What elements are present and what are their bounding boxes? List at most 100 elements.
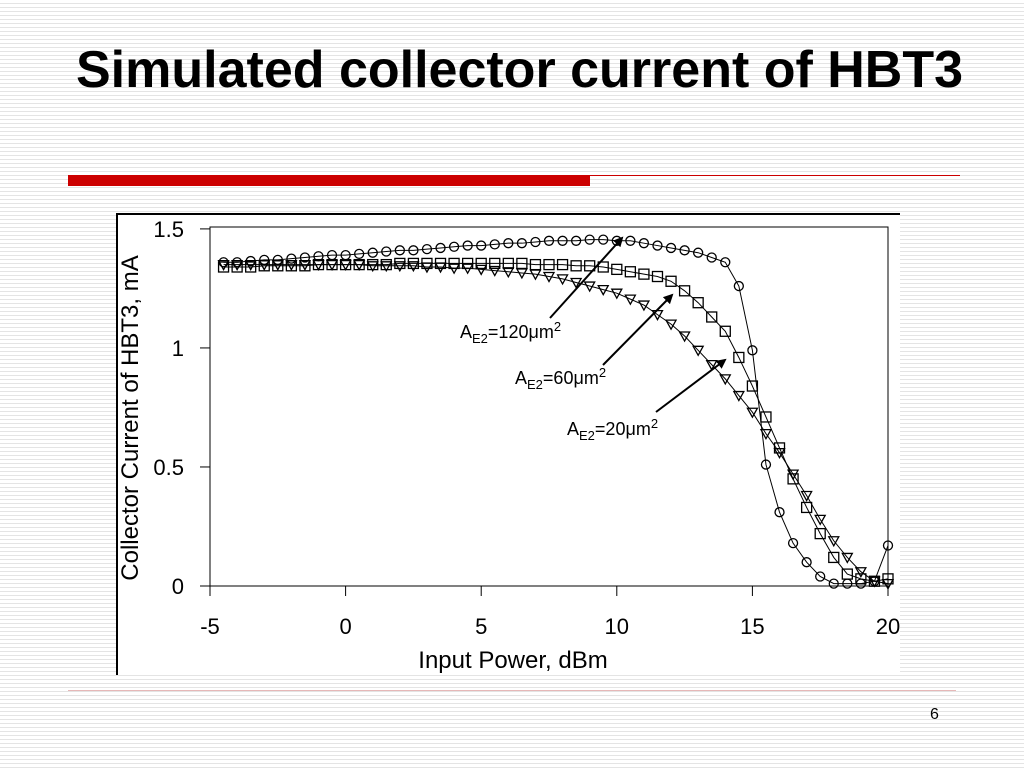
marker-circle (720, 257, 731, 268)
marker-circle (408, 245, 419, 256)
x-tick-label: 0 (339, 614, 351, 639)
marker-square (556, 258, 569, 271)
marker-triangle (393, 261, 406, 273)
marker-square (502, 257, 514, 270)
marker-triangle (624, 294, 637, 306)
marker-circle (665, 242, 677, 254)
marker-triangle (664, 319, 678, 331)
marker-triangle (325, 259, 339, 271)
annotation: AE2=60μm2 (515, 365, 606, 392)
plot-layer: -5 0 5 10 15 20 0 0.5 1 1.5 Input Power, dBm Collec… (117, 217, 900, 674)
marker-circle (774, 507, 785, 518)
marker-square (800, 501, 813, 514)
marker-triangle (475, 264, 488, 276)
annotation-part: 2 (599, 365, 606, 380)
annotation-part: 2 (651, 416, 658, 431)
marker-triangle (800, 490, 813, 502)
marker-circle (503, 238, 514, 249)
slide-title: Simulated collector current of HBT3 (76, 41, 964, 99)
title-rule (590, 175, 960, 176)
annotation: AE2=20μm2 (567, 416, 658, 443)
marker-circle (421, 243, 433, 255)
marker-triangle (502, 267, 515, 279)
marker-square (678, 285, 691, 297)
x-tick-label: 20 (876, 614, 900, 639)
y-axis-label: Collector Current of HBT3, mA (117, 255, 144, 580)
marker-triangle (231, 259, 244, 271)
marker-triangle (542, 271, 556, 283)
marker-circle (598, 234, 609, 245)
marker-square (665, 275, 677, 287)
marker-triangle (380, 261, 393, 273)
marker-circle (625, 235, 636, 246)
marker-circle (882, 540, 894, 551)
annotation-part: =120μm (488, 322, 554, 342)
marker-circle (747, 345, 758, 356)
marker-circle (815, 571, 826, 582)
marker-circle (476, 240, 487, 251)
marker-triangle (678, 331, 691, 343)
marker-circle (543, 235, 555, 246)
marker-triangle (258, 259, 271, 271)
annotation-part: 2 (554, 319, 561, 334)
marker-triangle (556, 274, 569, 286)
marker-triangle (447, 263, 461, 275)
marker-triangle (773, 448, 786, 460)
marker-circle (570, 235, 582, 246)
marker-square (706, 311, 718, 323)
marker-square (584, 260, 596, 272)
annotation-part: E2 (579, 428, 595, 443)
arrow (602, 293, 674, 366)
marker-circle (801, 557, 812, 568)
marker-square (624, 266, 637, 278)
marker-circle (448, 241, 460, 252)
marker-square (570, 260, 582, 272)
marker-triangle (529, 269, 542, 281)
marker-square (882, 573, 894, 585)
marker-square (543, 258, 555, 271)
marker-circle (638, 238, 650, 249)
marker-square (475, 257, 487, 270)
marker-triangle (285, 259, 298, 271)
marker-triangle (732, 390, 745, 402)
marker-triangle (244, 259, 257, 271)
marker-square (855, 573, 867, 585)
marker-square (733, 351, 745, 364)
marker-triangle (692, 345, 705, 357)
marker-circle (679, 245, 690, 256)
annotation-part: A (515, 368, 527, 388)
marker-square (231, 261, 243, 273)
marker-circle (760, 459, 772, 470)
marker-square (828, 551, 840, 564)
marker-triangle (583, 281, 596, 293)
marker-circle (354, 248, 365, 260)
marker-circle (394, 245, 405, 256)
arrow (549, 236, 624, 319)
y-tick-label: 0 (172, 574, 184, 599)
marker-square (760, 411, 772, 423)
page-number: 6 (930, 706, 939, 723)
marker-circle (367, 247, 378, 258)
marker-triangle (881, 578, 895, 590)
marker-triangle (759, 428, 773, 440)
marker-circle (381, 246, 392, 257)
marker-triangle (420, 262, 434, 274)
marker-circle (435, 242, 446, 254)
y-tick-label: 1.5 (153, 217, 184, 242)
marker-triangle (271, 259, 284, 271)
marker-triangle (854, 567, 867, 579)
marker-square (611, 263, 623, 276)
marker-circle (828, 578, 839, 589)
marker-circle (693, 247, 704, 258)
marker-circle (733, 280, 744, 292)
marker-circle (584, 234, 595, 245)
marker-triangle (298, 259, 312, 271)
marker-square (394, 257, 406, 270)
x-tick-label: 15 (740, 614, 764, 639)
marker-triangle (868, 576, 881, 588)
marker-triangle (597, 284, 610, 296)
annotation-part: A (460, 322, 472, 342)
marker-circle (516, 238, 528, 249)
marker-triangle (515, 268, 528, 280)
